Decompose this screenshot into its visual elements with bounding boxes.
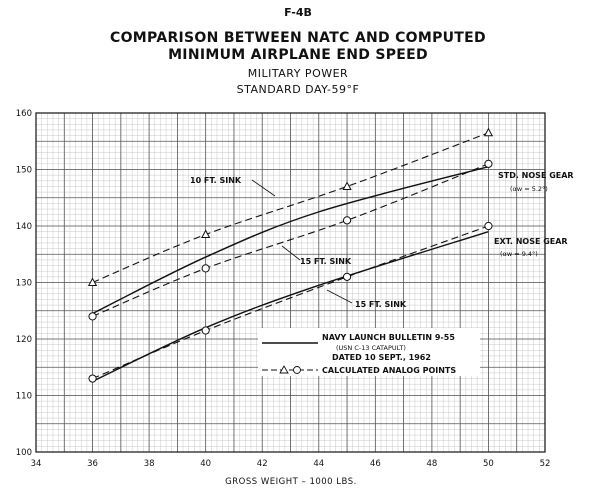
annotation-std-alpha: (αw = 5.2°) [510,185,548,193]
series-line-2 [92,132,489,284]
tick-labels: 34 36 38 40 42 44 46 48 50 52 100 110 120 130 140 150 16… [16,109,551,469]
series-lines [92,132,489,383]
legend-triangle-marker [279,365,289,374]
chart-subtitle-power: MILITARY POWER [247,67,349,80]
data-point-circle [88,312,97,321]
x-tick-label: 50 [483,459,494,469]
annotation-10ft-sink: 10 FT. SINK [190,176,242,185]
leader-15ft-sink-std [281,245,301,261]
x-tick-label: 34 [31,459,42,469]
legend-line3: DATED 10 SEPT., 1962 [332,353,431,362]
series-markers [87,127,494,383]
legend-line1: NAVY LAUNCH BULLETIN 9-55 [322,333,455,342]
data-point-triangle [483,127,494,137]
leader-15ft-sink-ext [326,289,353,304]
x-tick-label: 40 [200,459,211,469]
data-point-circle [201,264,210,273]
legend-line4: CALCULATED ANALOG POINTS [322,366,456,375]
data-point-triangle [201,229,211,238]
y-tick-label: 100 [16,448,32,458]
legend-line2: (USN C-13 CATAPULT) [336,344,406,352]
annotation-ext-nose-gear: EXT. NOSE GEAR [494,237,568,246]
annotation-ext-alpha: (αw = 9.4°) [500,250,538,258]
y-tick-label: 160 [16,109,32,119]
data-point-circle [342,216,352,225]
x-tick-label: 52 [540,459,551,469]
x-tick-label: 46 [370,459,381,469]
x-tick-label: 36 [87,459,98,469]
x-tick-label: 48 [426,459,437,469]
data-point-triangle [342,181,352,190]
data-point-circle [484,159,493,168]
y-tick-label: 110 [16,392,32,402]
data-point-circle [342,272,352,281]
annotation-15ft-sink-std: 15 FT. SINK [300,257,352,266]
data-point-circle [88,374,97,383]
plot-frame [35,112,546,453]
chart-model: F-4B [284,6,312,19]
x-tick-label: 44 [313,459,324,469]
major-grid [35,112,546,453]
data-point-triangle [87,277,98,286]
y-tick-label: 120 [16,335,32,345]
series-line-3 [92,163,489,317]
series-line-4 [92,225,489,380]
y-tick-label: 150 [16,166,32,176]
annotation-15ft-sink-ext: 15 FT. SINK [355,300,407,309]
x-tick-label: 42 [257,459,268,469]
annotation-std-nose-gear: STD. NOSE GEAR [498,171,574,180]
chart-title-line2: MINIMUM AIRPLANE END SPEED [168,47,428,63]
leader-10ft-sink [251,179,276,197]
y-tick-label: 140 [16,222,32,232]
chart-title-line1: COMPARISON BETWEEN NATC AND COMPUTED [110,30,486,46]
chart-subtitle-day: STANDARD DAY-59°F [236,83,360,96]
y-tick-label: 130 [16,279,32,289]
x-tick-label: 38 [144,459,155,469]
x-axis-label: GROSS WEIGHT – 1000 LBS. [225,477,357,487]
data-point-circle [201,326,210,335]
data-point-circle [484,221,493,231]
legend-circle-marker [293,366,301,374]
series-line-0 [92,165,489,315]
